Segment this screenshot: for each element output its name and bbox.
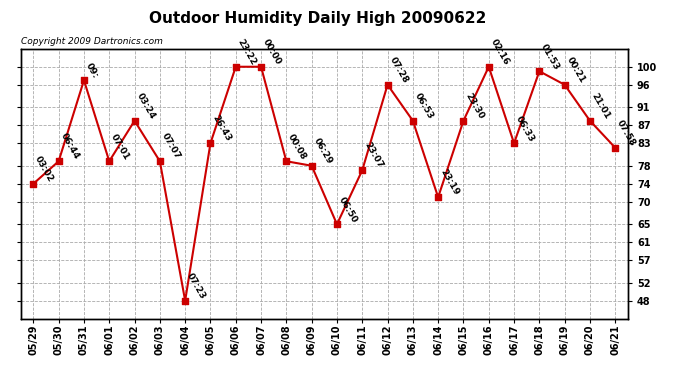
Point: [28, 181, 39, 187]
Text: Copyright 2009 Dartronics.com: Copyright 2009 Dartronics.com: [21, 37, 163, 46]
Point: [382, 82, 393, 88]
Text: 07:58: 07:58: [615, 118, 638, 148]
Point: [205, 140, 216, 146]
Point: [53, 158, 64, 164]
Point: [407, 118, 418, 124]
Text: 00:00: 00:00: [261, 38, 283, 67]
Point: [155, 158, 166, 164]
Point: [584, 118, 595, 124]
Text: 00:08: 00:08: [286, 132, 308, 161]
Point: [306, 163, 317, 169]
Text: 23:30: 23:30: [464, 92, 486, 121]
Point: [230, 64, 241, 70]
Text: 06:33: 06:33: [514, 114, 536, 143]
Point: [179, 298, 190, 304]
Point: [281, 158, 292, 164]
Text: 06:53: 06:53: [413, 92, 435, 121]
Point: [357, 167, 368, 173]
Point: [559, 82, 570, 88]
Text: 03:24: 03:24: [135, 92, 157, 121]
Text: 07:23: 07:23: [185, 272, 207, 301]
Point: [458, 118, 469, 124]
Text: 21:01: 21:01: [590, 92, 612, 121]
Text: 06:44: 06:44: [59, 132, 81, 161]
Text: 00:21: 00:21: [564, 56, 586, 85]
Point: [610, 145, 621, 151]
Text: 01:53: 01:53: [540, 42, 562, 71]
Text: 07:28: 07:28: [388, 56, 410, 85]
Point: [79, 77, 90, 83]
Text: 06:50: 06:50: [337, 195, 359, 224]
Text: 09:: 09:: [84, 62, 100, 80]
Text: 02:16: 02:16: [489, 38, 511, 67]
Point: [129, 118, 140, 124]
Point: [483, 64, 494, 70]
Point: [104, 158, 115, 164]
Text: 03:02: 03:02: [33, 154, 55, 184]
Text: 07:01: 07:01: [109, 132, 131, 161]
Point: [509, 140, 520, 146]
Text: 23:22: 23:22: [236, 38, 258, 67]
Text: 26:43: 26:43: [210, 114, 233, 143]
Text: 06:29: 06:29: [312, 136, 334, 166]
Text: 23:19: 23:19: [438, 168, 460, 197]
Point: [255, 64, 266, 70]
Text: 07:07: 07:07: [160, 132, 182, 161]
Text: 23:07: 23:07: [362, 141, 384, 170]
Point: [433, 194, 444, 200]
Text: Outdoor Humidity Daily High 20090622: Outdoor Humidity Daily High 20090622: [149, 11, 486, 26]
Point: [534, 68, 545, 74]
Point: [331, 221, 342, 227]
